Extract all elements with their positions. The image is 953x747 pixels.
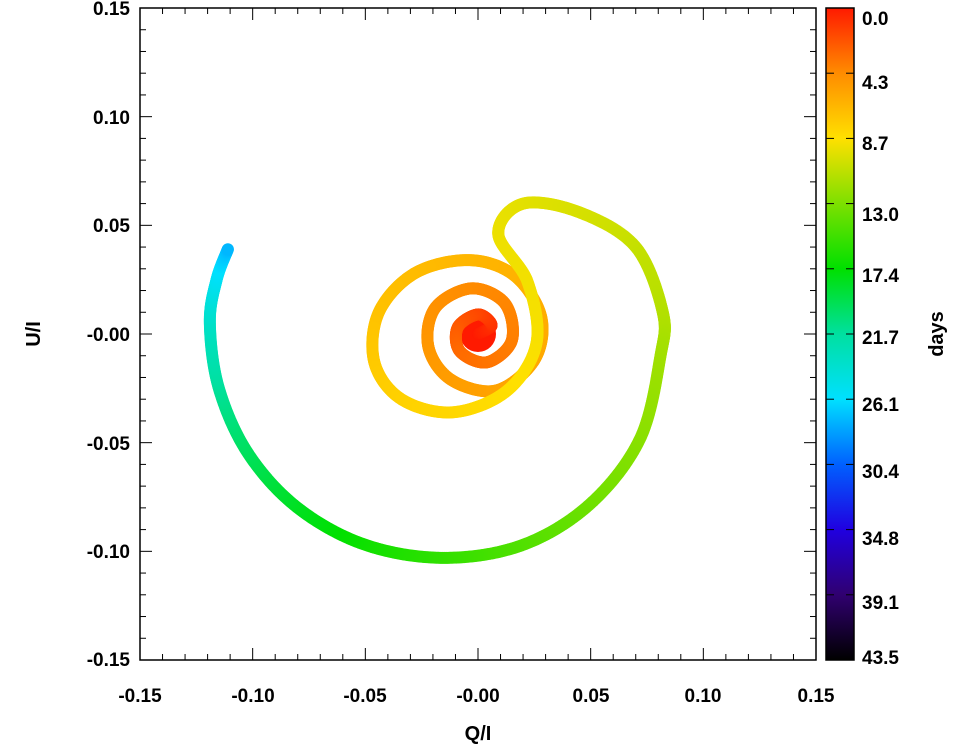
x-tick-labels: -0.15 -0.10 -0.05 -0.00 0.05 0.10 0.15	[118, 686, 835, 707]
colorbar-tick-label: 34.8	[862, 529, 899, 550]
y-tick-label: 0.10	[93, 108, 130, 129]
plot-ticks	[139, 7, 817, 661]
colorbar: 0.0 4.3 8.7 13.0 17.4 21.7 26.1 30.4 34.…	[825, 7, 948, 669]
x-axis-title: Q/I	[465, 723, 492, 745]
colorbar-tick-label: 21.7	[862, 328, 899, 349]
colorbar-tick-label: 8.7	[862, 134, 888, 155]
colorbar-title: days	[926, 311, 948, 357]
y-tick-label: -0.00	[87, 325, 130, 346]
y-tick-labels: 0.15 0.10 0.05 -0.00 -0.05 -0.10 -0.15	[87, 0, 131, 671]
colorbar-ticks	[826, 7, 854, 661]
y-axis-title: U/I	[23, 321, 45, 347]
colorbar-tick-label: 17.4	[862, 266, 899, 287]
x-tick-label: -0.00	[456, 686, 499, 707]
x-tick-label: -0.10	[231, 686, 274, 707]
x-tick-label: 0.10	[685, 686, 722, 707]
y-tick-label: 0.05	[93, 216, 130, 237]
colorbar-tick-label: 13.0	[862, 205, 899, 226]
y-tick-label: 0.15	[93, 0, 130, 20]
colorbar-tick-label: 26.1	[862, 395, 899, 416]
colorbar-tick-label: 39.1	[862, 593, 899, 614]
x-tick-label: 0.15	[798, 686, 835, 707]
y-tick-label: -0.05	[87, 434, 131, 455]
y-tick-label: -0.10	[87, 542, 130, 563]
data-point	[221, 243, 234, 256]
x-tick-label: 0.05	[573, 686, 610, 707]
x-tick-label: -0.05	[343, 686, 387, 707]
spiral-series	[203, 196, 671, 564]
colorbar-tick-label: 4.3	[862, 73, 888, 94]
x-tick-label: -0.15	[118, 686, 162, 707]
colorbar-tick-label: 43.5	[862, 648, 899, 669]
y-tick-label: -0.15	[87, 650, 131, 671]
colorbar-tick-label: 0.0	[862, 9, 888, 30]
colorbar-tick-label: 30.4	[862, 462, 899, 483]
